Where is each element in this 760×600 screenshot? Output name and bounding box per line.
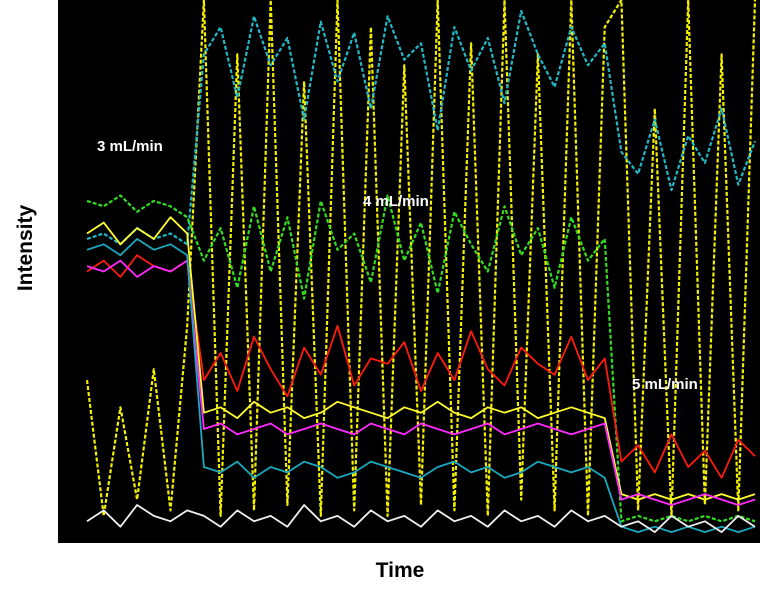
annotation: 4 mL/min [363,193,429,210]
series-line [86,194,756,523]
annotation: 3 mL/min [97,138,163,155]
series-line [86,9,757,246]
y-axis-label: Intensity [14,205,37,292]
series-line [86,259,756,506]
series-line [86,254,756,479]
x-axis-label: Time [376,559,425,582]
series-group [85,0,757,533]
series-line [86,216,756,501]
series-line [86,238,756,533]
plot-area [58,0,760,543]
series-line [86,504,756,533]
annotation: 5 mL/min [632,376,698,393]
